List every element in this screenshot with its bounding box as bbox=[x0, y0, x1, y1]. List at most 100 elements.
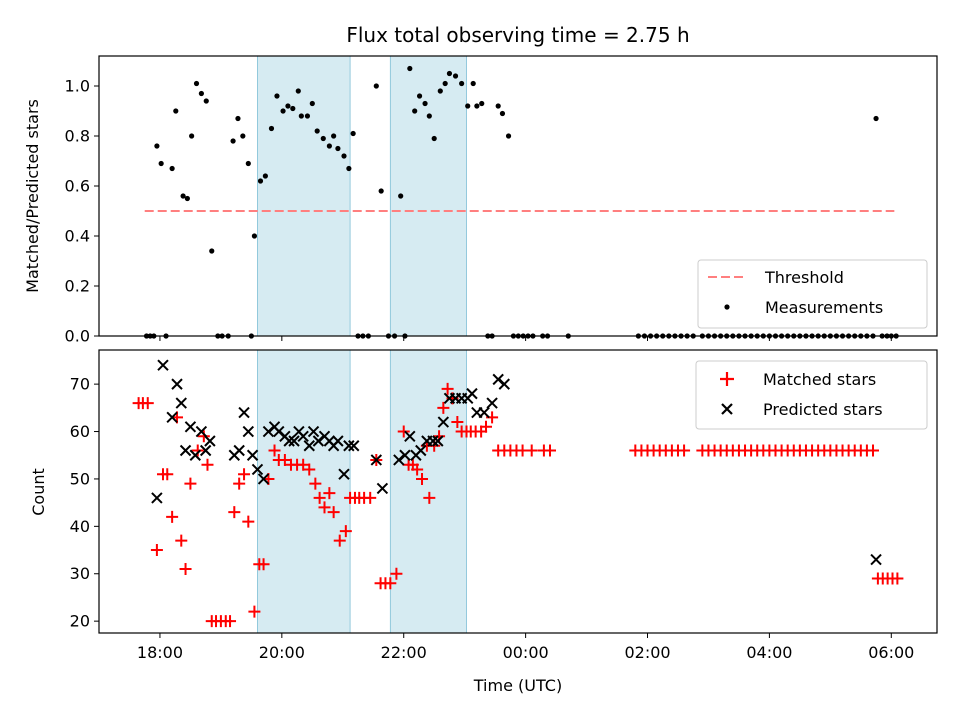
predicted-star-point bbox=[242, 425, 255, 438]
matched-legend-label: Matched stars bbox=[763, 370, 876, 389]
predicted-star-point bbox=[432, 435, 444, 447]
matched-star-point bbox=[423, 491, 436, 504]
top-y-tick-label: 0.8 bbox=[65, 127, 90, 146]
matched-star-point bbox=[441, 382, 454, 395]
bottom-y-tick-label: 20 bbox=[70, 612, 90, 631]
bottom-panel: 20 30 40 50 60 70 18:00 20:00 22:00 00:00 02:00 04… bbox=[29, 349, 938, 695]
bottom-observing-window-0 bbox=[257, 349, 351, 634]
top-y-ticks: 0.0 0.2 0.4 0.6 0.8 1.0 bbox=[65, 77, 99, 346]
matched-star-point bbox=[525, 444, 538, 457]
predicted-stars-points bbox=[151, 359, 882, 566]
predicted-star-point bbox=[199, 444, 212, 457]
predicted-star-point bbox=[404, 430, 416, 442]
top-y-tick-label: 0.0 bbox=[65, 327, 90, 346]
measurement-point bbox=[235, 115, 241, 122]
predicted-star-point bbox=[370, 454, 383, 466]
bottom-y-tick-label: 50 bbox=[70, 469, 90, 488]
matched-star-point bbox=[437, 401, 450, 414]
matched-star-point bbox=[297, 458, 310, 471]
predicted-star-point bbox=[238, 406, 250, 419]
predicted-star-point bbox=[283, 435, 295, 447]
bottom-legend: Matched stars Predicted stars bbox=[695, 360, 928, 430]
bottom-y-tick-label: 30 bbox=[70, 564, 90, 583]
predicted-star-point bbox=[415, 444, 427, 457]
predicted-star-point bbox=[427, 435, 439, 447]
measurement-point bbox=[495, 103, 501, 109]
matched-star-point bbox=[416, 472, 429, 485]
measurement-point bbox=[198, 90, 204, 97]
top-y-tick-label: 0.6 bbox=[65, 177, 90, 196]
top-x-ticks bbox=[159, 336, 892, 341]
matched-star-point bbox=[224, 615, 237, 628]
predicted-star-point bbox=[166, 411, 178, 424]
measurement-point bbox=[442, 80, 448, 87]
measurement-point bbox=[245, 160, 251, 167]
matched-star-point bbox=[242, 515, 255, 528]
matched-star-point bbox=[191, 444, 204, 457]
threshold-legend-label: Threshold bbox=[764, 268, 844, 287]
measurement-point bbox=[426, 113, 432, 119]
matched-star-point bbox=[364, 491, 377, 504]
measurement-point bbox=[280, 108, 286, 114]
measurement-point bbox=[407, 65, 413, 72]
predicted-star-point bbox=[257, 473, 270, 485]
measurement-point bbox=[422, 100, 428, 107]
measurement-point bbox=[180, 193, 186, 199]
predicted-star-point bbox=[204, 435, 216, 447]
matched-star-point bbox=[867, 444, 880, 457]
measurement-point bbox=[257, 178, 264, 184]
measurement-point bbox=[446, 70, 453, 77]
predicted-star-point bbox=[246, 449, 259, 461]
measurement-point bbox=[416, 93, 423, 99]
matched-star-point bbox=[278, 453, 291, 466]
measurement-point bbox=[203, 98, 209, 104]
top-legend: Threshold Measurements bbox=[697, 259, 928, 329]
measurement-point bbox=[304, 113, 311, 119]
predicted-star-point bbox=[184, 421, 197, 433]
measurement-point bbox=[320, 135, 326, 142]
measurement-point bbox=[350, 130, 356, 137]
matched-star-point bbox=[678, 444, 691, 457]
matched-star-point bbox=[257, 558, 270, 571]
top-legend-box bbox=[697, 259, 928, 329]
matched-stars-points bbox=[132, 382, 904, 628]
measurement-point bbox=[230, 138, 236, 144]
measurement-point bbox=[154, 143, 160, 149]
matched-star-point bbox=[339, 525, 352, 538]
x-tick-label: 00:00 bbox=[503, 643, 549, 662]
x-tick-label: 22:00 bbox=[381, 643, 427, 662]
matched-star-point bbox=[397, 425, 410, 438]
measurement-point bbox=[465, 103, 471, 109]
measurement-point bbox=[240, 133, 246, 139]
measurement-point bbox=[479, 100, 485, 107]
predicted-star-point bbox=[179, 444, 192, 457]
predicted-star-point bbox=[376, 482, 389, 495]
predicted-star-point bbox=[288, 435, 300, 447]
measurement-point bbox=[268, 125, 275, 132]
x-axis-label: Time (UTC) bbox=[473, 676, 562, 695]
measurement-point bbox=[193, 80, 200, 87]
x-tick-label: 18:00 bbox=[137, 643, 183, 662]
measurement-point bbox=[285, 103, 291, 109]
predicted-star-point bbox=[466, 387, 478, 400]
bottom-axes-frame bbox=[98, 349, 938, 634]
measurement-point bbox=[209, 248, 215, 254]
predicted-star-point bbox=[307, 425, 320, 438]
predicted-star-point bbox=[303, 440, 315, 452]
measurement-point bbox=[326, 143, 332, 149]
measurement-point bbox=[398, 193, 404, 199]
predicted-star-point bbox=[338, 468, 350, 480]
matched-star-point bbox=[268, 444, 281, 457]
predicted-legend-label: Predicted stars bbox=[763, 400, 883, 419]
bottom-y-tick-label: 60 bbox=[70, 422, 90, 441]
top-observing-window-0 bbox=[257, 55, 351, 337]
bottom-x-ticks: 18:00 20:00 22:00 00:00 02:00 04:00 06:00 bbox=[137, 633, 914, 662]
matched-star-point bbox=[303, 463, 316, 476]
measurement-point bbox=[373, 83, 379, 89]
measurement-point bbox=[437, 88, 443, 94]
matched-legend-swatch bbox=[720, 372, 734, 386]
measurement-point bbox=[262, 173, 268, 179]
predicted-legend-swatch bbox=[721, 403, 733, 415]
